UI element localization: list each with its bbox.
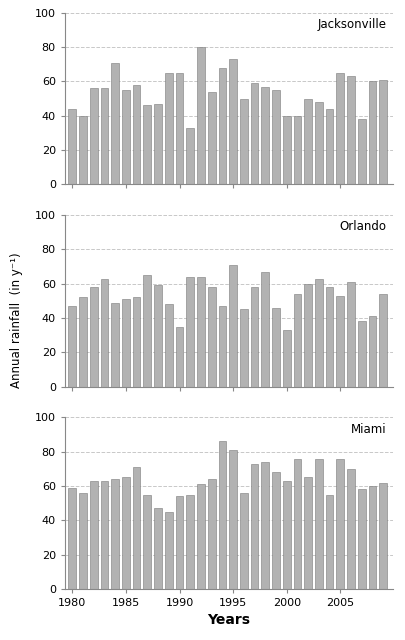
- Bar: [100, 278, 108, 387]
- Bar: [133, 298, 141, 387]
- Bar: [326, 287, 333, 387]
- Bar: [304, 477, 312, 589]
- Bar: [68, 109, 76, 184]
- Text: Orlando: Orlando: [339, 220, 386, 233]
- Bar: [272, 472, 280, 589]
- Bar: [379, 294, 387, 387]
- Bar: [261, 462, 269, 589]
- Bar: [165, 73, 173, 184]
- Bar: [111, 303, 119, 387]
- Bar: [369, 316, 376, 387]
- Bar: [337, 296, 344, 387]
- Bar: [111, 479, 119, 589]
- Bar: [251, 287, 258, 387]
- Bar: [176, 326, 183, 387]
- Bar: [229, 450, 237, 589]
- Bar: [337, 458, 344, 589]
- Bar: [122, 299, 130, 387]
- Bar: [143, 495, 151, 589]
- Bar: [240, 309, 248, 387]
- Bar: [176, 496, 183, 589]
- Bar: [154, 285, 162, 387]
- Bar: [176, 73, 183, 184]
- Bar: [283, 330, 290, 387]
- Bar: [283, 116, 290, 184]
- Bar: [294, 458, 301, 589]
- Bar: [165, 304, 173, 387]
- Bar: [251, 83, 258, 184]
- Bar: [272, 90, 280, 184]
- Text: Jacksonville: Jacksonville: [317, 18, 386, 31]
- Bar: [261, 86, 269, 184]
- Bar: [261, 271, 269, 387]
- Text: Annual rainfall  (in y⁻¹): Annual rainfall (in y⁻¹): [10, 252, 23, 388]
- Bar: [122, 90, 130, 184]
- Bar: [68, 488, 76, 589]
- Bar: [208, 287, 215, 387]
- X-axis label: Years: Years: [207, 613, 250, 627]
- Bar: [133, 84, 141, 184]
- Bar: [283, 481, 290, 589]
- Bar: [90, 88, 98, 184]
- Bar: [315, 102, 323, 184]
- Bar: [229, 265, 237, 387]
- Bar: [79, 298, 87, 387]
- Bar: [122, 477, 130, 589]
- Bar: [111, 63, 119, 184]
- Bar: [208, 479, 215, 589]
- Bar: [379, 79, 387, 184]
- Bar: [143, 275, 151, 387]
- Bar: [100, 88, 108, 184]
- Bar: [133, 467, 141, 589]
- Bar: [294, 294, 301, 387]
- Bar: [219, 306, 226, 387]
- Bar: [326, 109, 333, 184]
- Bar: [304, 99, 312, 184]
- Bar: [143, 106, 151, 184]
- Bar: [219, 442, 226, 589]
- Bar: [229, 59, 237, 184]
- Bar: [90, 287, 98, 387]
- Bar: [358, 119, 366, 184]
- Bar: [240, 493, 248, 589]
- Bar: [100, 481, 108, 589]
- Bar: [208, 92, 215, 184]
- Bar: [197, 276, 205, 387]
- Bar: [304, 284, 312, 387]
- Bar: [251, 463, 258, 589]
- Bar: [347, 282, 355, 387]
- Bar: [219, 68, 226, 184]
- Bar: [79, 493, 87, 589]
- Bar: [379, 483, 387, 589]
- Bar: [369, 486, 376, 589]
- Bar: [186, 495, 194, 589]
- Bar: [79, 116, 87, 184]
- Bar: [186, 127, 194, 184]
- Bar: [358, 321, 366, 387]
- Bar: [315, 278, 323, 387]
- Bar: [337, 73, 344, 184]
- Bar: [68, 306, 76, 387]
- Bar: [347, 76, 355, 184]
- Bar: [186, 276, 194, 387]
- Bar: [197, 47, 205, 184]
- Bar: [272, 308, 280, 387]
- Bar: [165, 511, 173, 589]
- Bar: [326, 495, 333, 589]
- Bar: [315, 458, 323, 589]
- Bar: [90, 481, 98, 589]
- Bar: [197, 484, 205, 589]
- Bar: [294, 116, 301, 184]
- Bar: [154, 508, 162, 589]
- Bar: [240, 99, 248, 184]
- Bar: [154, 104, 162, 184]
- Bar: [369, 81, 376, 184]
- Text: Miami: Miami: [351, 422, 386, 435]
- Bar: [347, 468, 355, 589]
- Bar: [358, 490, 366, 589]
